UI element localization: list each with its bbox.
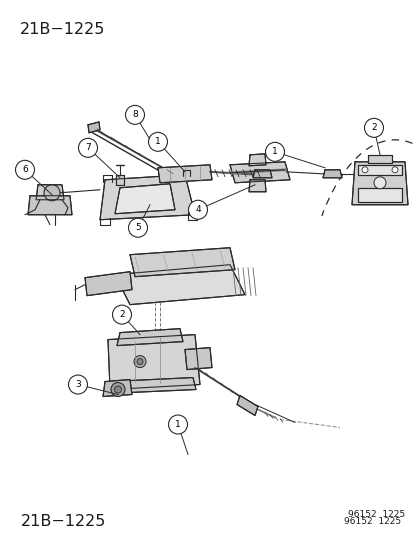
Polygon shape bbox=[117, 329, 183, 345]
Circle shape bbox=[125, 106, 144, 124]
Polygon shape bbox=[28, 196, 72, 215]
Circle shape bbox=[137, 359, 142, 365]
Polygon shape bbox=[88, 122, 100, 133]
Text: 96152  1225: 96152 1225 bbox=[344, 517, 401, 526]
Polygon shape bbox=[252, 170, 271, 178]
Polygon shape bbox=[248, 180, 266, 192]
Circle shape bbox=[15, 160, 34, 179]
Text: 1: 1 bbox=[175, 420, 180, 429]
Text: 1: 1 bbox=[155, 138, 161, 147]
Text: 6: 6 bbox=[22, 165, 28, 174]
Circle shape bbox=[78, 139, 97, 157]
Polygon shape bbox=[367, 155, 391, 163]
Circle shape bbox=[391, 167, 397, 173]
Text: 7: 7 bbox=[85, 143, 91, 152]
Text: 2: 2 bbox=[119, 310, 124, 319]
Text: 21B−1225: 21B−1225 bbox=[20, 22, 105, 37]
Circle shape bbox=[265, 142, 284, 161]
Polygon shape bbox=[108, 335, 199, 390]
Text: 1: 1 bbox=[271, 147, 277, 156]
Circle shape bbox=[188, 200, 207, 219]
Polygon shape bbox=[85, 272, 132, 296]
Text: 21B−1225: 21B−1225 bbox=[21, 514, 106, 529]
Text: 5: 5 bbox=[135, 223, 140, 232]
Polygon shape bbox=[116, 175, 124, 185]
Circle shape bbox=[363, 118, 382, 138]
Circle shape bbox=[112, 305, 131, 324]
Text: 3: 3 bbox=[75, 380, 81, 389]
Polygon shape bbox=[36, 185, 64, 200]
Text: 4: 4 bbox=[195, 205, 200, 214]
Circle shape bbox=[111, 383, 125, 397]
Polygon shape bbox=[357, 165, 401, 175]
Circle shape bbox=[44, 185, 60, 201]
Circle shape bbox=[134, 356, 146, 368]
Text: 8: 8 bbox=[132, 110, 138, 119]
Polygon shape bbox=[115, 184, 175, 214]
Polygon shape bbox=[103, 379, 132, 397]
Polygon shape bbox=[230, 162, 289, 183]
Polygon shape bbox=[351, 162, 407, 205]
Text: 2: 2 bbox=[370, 123, 376, 132]
Polygon shape bbox=[100, 175, 195, 220]
Polygon shape bbox=[130, 248, 235, 277]
Circle shape bbox=[68, 375, 87, 394]
Circle shape bbox=[148, 132, 167, 151]
Polygon shape bbox=[322, 170, 341, 178]
Polygon shape bbox=[107, 377, 195, 393]
Circle shape bbox=[114, 386, 121, 393]
Polygon shape bbox=[236, 395, 257, 416]
Circle shape bbox=[361, 167, 367, 173]
Circle shape bbox=[128, 218, 147, 237]
Polygon shape bbox=[248, 154, 266, 166]
Polygon shape bbox=[158, 165, 211, 183]
Polygon shape bbox=[357, 188, 401, 202]
Polygon shape bbox=[185, 348, 211, 369]
Text: 96152  1225: 96152 1225 bbox=[347, 511, 404, 519]
Circle shape bbox=[373, 177, 385, 189]
Circle shape bbox=[168, 415, 187, 434]
Polygon shape bbox=[115, 265, 244, 305]
